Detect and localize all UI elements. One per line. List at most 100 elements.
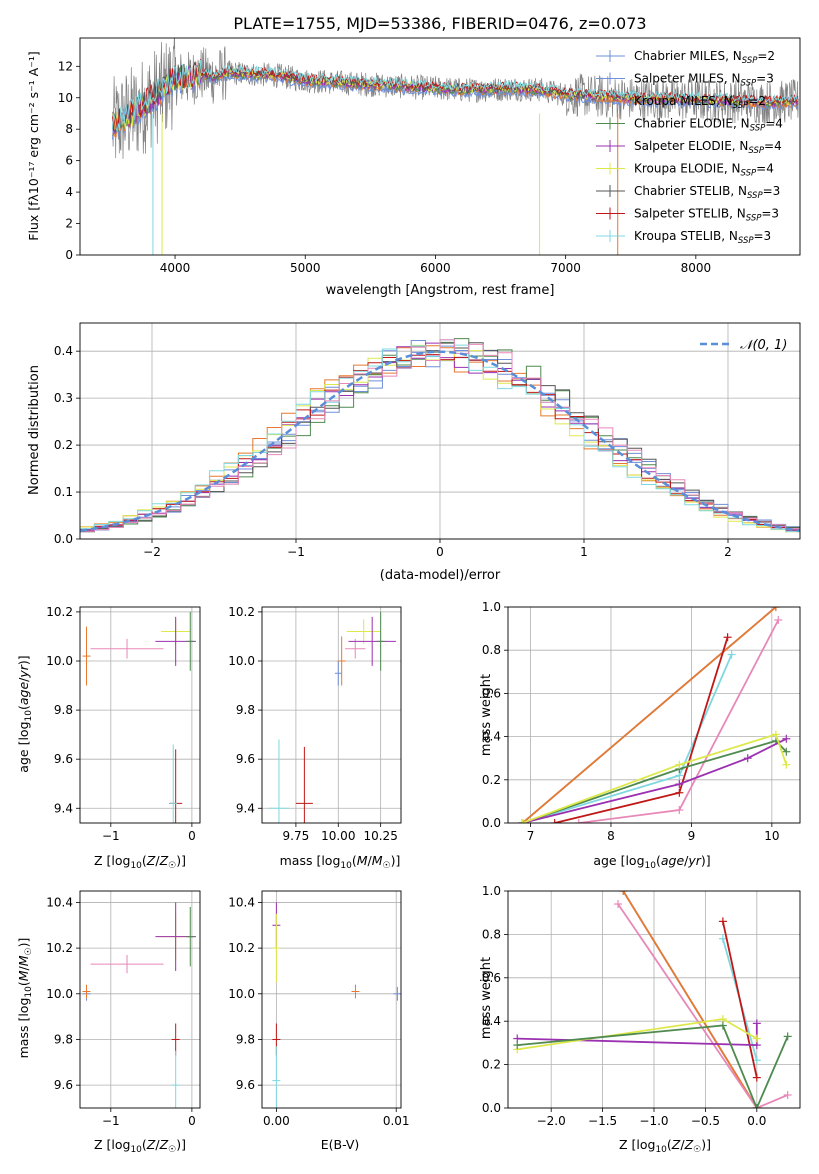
x-tick-label: −1 bbox=[287, 545, 305, 559]
y-tick-label: 10.4 bbox=[46, 895, 73, 909]
age-weight-xlabel: age [log10(age/yr)] bbox=[593, 853, 710, 871]
legend-label: Chabrier ELODIE, NSSP=4 bbox=[634, 117, 783, 134]
weight-line bbox=[622, 891, 758, 1108]
axes-frame bbox=[261, 606, 402, 824]
axes-frame bbox=[79, 890, 201, 1109]
y-tick-label: 0.4 bbox=[54, 344, 73, 358]
weight-plot-area bbox=[518, 607, 791, 823]
residual-panel: −2 −1 0 1 2 0.0 0.1 0.2 0.3 0.4 bbox=[54, 322, 801, 559]
legend-label: Salpeter STELIB, NSSP=3 bbox=[634, 207, 779, 224]
spectrum-panel: 4000 5000 6000 7000 8000 0 2 4 6 8 10 12 bbox=[58, 37, 801, 275]
model-spectrum-line bbox=[112, 59, 799, 133]
x-tick-label: −1 bbox=[102, 1114, 120, 1128]
legend-label: Kroupa MILES, NSSP=2 bbox=[634, 94, 766, 111]
y-tick-label: 10.2 bbox=[228, 941, 255, 955]
x-tick-label: 2 bbox=[724, 545, 732, 559]
x-tick-label: 1 bbox=[580, 545, 588, 559]
y-tick-label: 1.0 bbox=[482, 600, 501, 614]
weight-line bbox=[521, 607, 777, 823]
z-age-ylabel: age [log10(age/yr)] bbox=[16, 655, 34, 772]
y-tick-label: 10.2 bbox=[46, 605, 73, 619]
y-tick-label: 0.2 bbox=[54, 438, 73, 452]
y-tick-label: 9.8 bbox=[54, 703, 73, 717]
y-tick-label: 0.0 bbox=[482, 1101, 501, 1115]
normal-legend-label: 𝒩(0, 1) bbox=[740, 338, 787, 353]
x-tick-label: −0.5 bbox=[691, 1114, 720, 1128]
mass-age-xlabel: mass [log10(M/M☉)] bbox=[280, 853, 401, 871]
y-tick-label: 6 bbox=[65, 154, 73, 168]
spectrum-title: PLATE=1755, MJD=53386, FIBERID=0476, z=0… bbox=[233, 14, 646, 33]
y-tick-label: 0.3 bbox=[54, 391, 73, 405]
y-tick-label: 9.8 bbox=[54, 1032, 73, 1046]
weight-line bbox=[517, 1024, 789, 1108]
weight-plot-area bbox=[513, 891, 792, 1108]
x-tick-label: 10.00 bbox=[321, 829, 355, 843]
legend-label: Salpeter MILES, NSSP=3 bbox=[634, 72, 774, 89]
x-tick-label: 0.01 bbox=[383, 1114, 410, 1128]
residual-xlabel: (data-model)/error bbox=[380, 568, 501, 583]
residual-plot-area bbox=[80, 338, 800, 535]
y-tick-label: 0.1 bbox=[54, 485, 73, 499]
x-tick-label: 0 bbox=[436, 545, 444, 559]
spectrum-legend: Chabrier MILES, NSSP=2 Salpeter MILES, NS… bbox=[596, 49, 783, 246]
z-weight-panel: −2.0 −1.5 −1.0 −0.5 0.0 0.0 0.2 0.4 0.6 0.8 1.0 bbox=[482, 884, 801, 1128]
mass-age-panel: 9.75 10.00 10.25 9.4 9.6 9.8 10.0 10.2 bbox=[228, 605, 402, 843]
x-tick-label: −1.0 bbox=[639, 1114, 668, 1128]
x-tick-label: 5000 bbox=[290, 261, 321, 275]
y-tick-label: 0.2 bbox=[482, 1058, 501, 1072]
ebv-mass-xlabel: E(B-V) bbox=[321, 1137, 360, 1152]
y-tick-label: 0.6 bbox=[482, 971, 501, 985]
x-tick-label: 10 bbox=[764, 829, 779, 843]
x-tick-label: 8000 bbox=[681, 261, 712, 275]
weight-line bbox=[522, 739, 787, 823]
y-tick-label: 9.4 bbox=[54, 801, 73, 815]
legend-label: Salpeter ELODIE, NSSP=4 bbox=[634, 139, 782, 156]
y-tick-label: 2 bbox=[65, 217, 73, 231]
residual-legend: 𝒩(0, 1) bbox=[700, 338, 787, 353]
x-tick-label: 0.00 bbox=[263, 1114, 290, 1128]
y-tick-label: 0 bbox=[65, 248, 73, 262]
z-mass-xlabel: Z [log10(Z/Z☉)] bbox=[94, 1137, 186, 1155]
y-tick-label: 0.4 bbox=[482, 730, 501, 744]
spectrum-ylabel: Flux [fλ10⁻¹⁷ erg cm⁻² s⁻¹ A⁻¹] bbox=[26, 51, 41, 240]
y-tick-label: 9.6 bbox=[236, 1078, 255, 1092]
z-mass-panel: −1 0 9.6 9.8 10.0 10.2 10.4 bbox=[46, 890, 201, 1128]
x-tick-label: −1 bbox=[102, 829, 120, 843]
model-spectrum-line bbox=[112, 68, 799, 139]
z-age-panel: −1 0 9.4 9.6 9.8 10.0 10.2 bbox=[46, 605, 201, 843]
spectrum-xlabel: wavelength [Angstrom, rest frame] bbox=[326, 283, 555, 298]
spectrum-plot-area bbox=[112, 38, 799, 255]
x-tick-label: 7 bbox=[527, 829, 535, 843]
legend-label: Kroupa ELODIE, NSSP=4 bbox=[634, 162, 774, 179]
y-tick-label: 4 bbox=[65, 185, 73, 199]
axes-frame bbox=[79, 606, 201, 824]
y-tick-label: 0.6 bbox=[482, 686, 501, 700]
x-tick-label: 6000 bbox=[420, 261, 451, 275]
y-tick-label: 9.8 bbox=[236, 703, 255, 717]
y-tick-label: 10.2 bbox=[46, 941, 73, 955]
y-tick-label: 9.6 bbox=[54, 752, 73, 766]
y-tick-label: 1.0 bbox=[482, 884, 501, 898]
z-weight-xlabel: Z [log10(Z/Z☉)] bbox=[619, 1137, 711, 1155]
y-tick-label: 0.4 bbox=[482, 1014, 501, 1028]
y-tick-label: 0.0 bbox=[482, 816, 501, 830]
axes-frame bbox=[507, 606, 801, 824]
normal-reference-curve bbox=[80, 350, 800, 533]
x-tick-label: 4000 bbox=[160, 261, 191, 275]
errorbar-plot-area bbox=[82, 611, 196, 823]
z-age-xlabel: Z [log10(Z/Z☉)] bbox=[94, 853, 186, 871]
x-tick-label: −1.5 bbox=[588, 1114, 617, 1128]
y-tick-label: 0.0 bbox=[54, 532, 73, 546]
y-tick-label: 10.0 bbox=[228, 654, 255, 668]
weight-line bbox=[617, 903, 789, 1108]
y-tick-label: 0.2 bbox=[482, 773, 501, 787]
y-tick-label: 0.8 bbox=[482, 927, 501, 941]
legend-label: Kroupa STELIB, NSSP=3 bbox=[634, 229, 771, 246]
y-tick-label: 9.6 bbox=[54, 1078, 73, 1092]
residual-ylabel: Normed distribution bbox=[27, 365, 42, 495]
x-tick-label: −2 bbox=[143, 545, 161, 559]
legend-label: Chabrier STELIB, NSSP=3 bbox=[634, 184, 780, 201]
x-tick-label: 0.0 bbox=[747, 1114, 766, 1128]
ebv-mass-panel: 0.00 0.01 9.6 9.8 10.0 10.2 10.4 bbox=[228, 890, 410, 1128]
